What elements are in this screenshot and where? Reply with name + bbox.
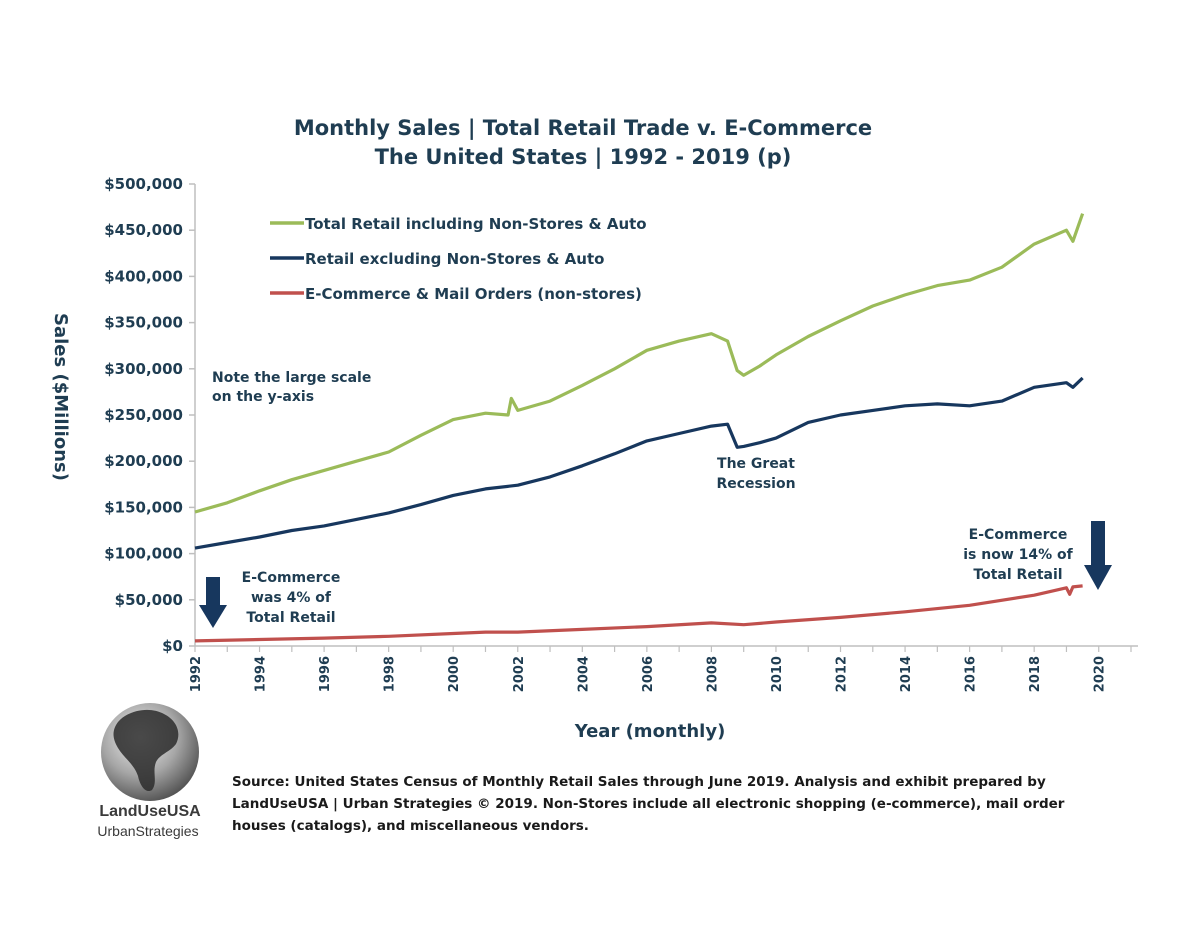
continent-shape: [113, 709, 179, 792]
annotation-ecom-1992-line-2: was 4% of: [251, 590, 332, 606]
x-axis-label: Year (monthly): [574, 721, 726, 742]
source-text-line-3: houses (catalogs), and miscellaneous ven…: [232, 818, 589, 834]
y-tick-label: $50,000: [115, 591, 183, 609]
annotation-ecom-1992-line-3: Total Retail: [246, 610, 335, 626]
annotation-ecom-2019-line-1: E-Commerce: [969, 527, 1068, 543]
legend-label-retail-excl: Retail excluding Non-Stores & Auto: [305, 250, 604, 268]
series-group: [194, 213, 1085, 643]
y-tick-label: $450,000: [104, 221, 183, 239]
x-tick-label: 2002: [512, 656, 527, 692]
x-tick-label: 1994: [254, 656, 269, 692]
y-tick-label: $200,000: [104, 452, 183, 470]
logo-line-1: LandUseUSA: [99, 803, 201, 820]
x-tick-label: 2000: [447, 656, 462, 692]
chart-title-line-1: Monthly Sales | Total Retail Trade v. E-…: [294, 116, 872, 141]
y-tick-label: $150,000: [104, 498, 183, 516]
annotation-scale-note-line-2: on the y-axis: [212, 389, 314, 405]
x-tick-label: 2010: [770, 656, 785, 692]
x-tick-label: 2012: [835, 656, 850, 692]
y-tick-label: $400,000: [104, 267, 183, 285]
y-axis: $0 $50,000 $100,000 $150,000 $200,000 $250,00…: [104, 175, 196, 655]
source-text-line-2: LandUseUSA | Urban Strategies © 2019. No…: [232, 796, 1065, 812]
annotation-scale-note-line-1: Note the large scale: [212, 370, 371, 386]
annotation-ecom-2019-line-2: is now 14% of: [963, 547, 1073, 563]
series-line-retail-excl: [194, 376, 1084, 550]
y-tick-label: $350,000: [104, 314, 183, 332]
logo-line-2: UrbanStrategies: [97, 823, 198, 839]
legend-label-total-retail: Total Retail including Non-Stores & Auto: [305, 215, 647, 233]
annotation-ecom-1992-line-1: E-Commerce: [242, 570, 341, 586]
x-tick-label: 2008: [705, 656, 720, 692]
y-tick-label: $250,000: [104, 406, 183, 424]
x-axis: 1992 1994 1996 1998 2000 2002 2004 2006 2008 2010…: [189, 646, 1132, 692]
x-tick-label: 2018: [1028, 656, 1043, 692]
y-axis-label: Sales ($Millions): [50, 313, 71, 481]
y-tick-label: $500,000: [104, 175, 183, 193]
annotation-recession-line-1: The Great: [717, 456, 795, 472]
y-tick-label: $0: [162, 637, 183, 655]
x-tick-label: 2006: [641, 656, 656, 692]
legend-label-ecommerce: E-Commerce & Mail Orders (non-stores): [305, 285, 642, 303]
source-text-line-1: Source: United States Census of Monthly …: [232, 774, 1046, 790]
series-line-ecommerce: [194, 584, 1083, 643]
x-tick-label: 1996: [318, 656, 333, 692]
arrow-down-icon: [199, 577, 227, 628]
x-tick-label: 1992: [189, 656, 204, 692]
y-tick-label: $100,000: [104, 545, 183, 563]
x-tick-label: 2004: [576, 656, 591, 692]
legend: Total Retail including Non-Stores & Auto…: [270, 215, 647, 303]
x-tick-label: 2020: [1093, 656, 1108, 692]
arrow-down-icon: [1084, 521, 1112, 590]
y-tick-label: $300,000: [104, 360, 183, 378]
annotation-ecom-2019-line-3: Total Retail: [973, 567, 1062, 583]
chart-title-line-2: The United States | 1992 - 2019 (p): [375, 145, 792, 170]
x-tick-label: 2016: [964, 656, 979, 692]
x-tick-label: 2014: [899, 656, 914, 692]
landuseusa-logo: LandUseUSA UrbanStrategies: [97, 703, 201, 839]
annotation-recession-line-2: Recession: [716, 476, 795, 492]
series-line-total-retail: [194, 213, 1085, 514]
x-tick-label: 1998: [383, 656, 398, 692]
